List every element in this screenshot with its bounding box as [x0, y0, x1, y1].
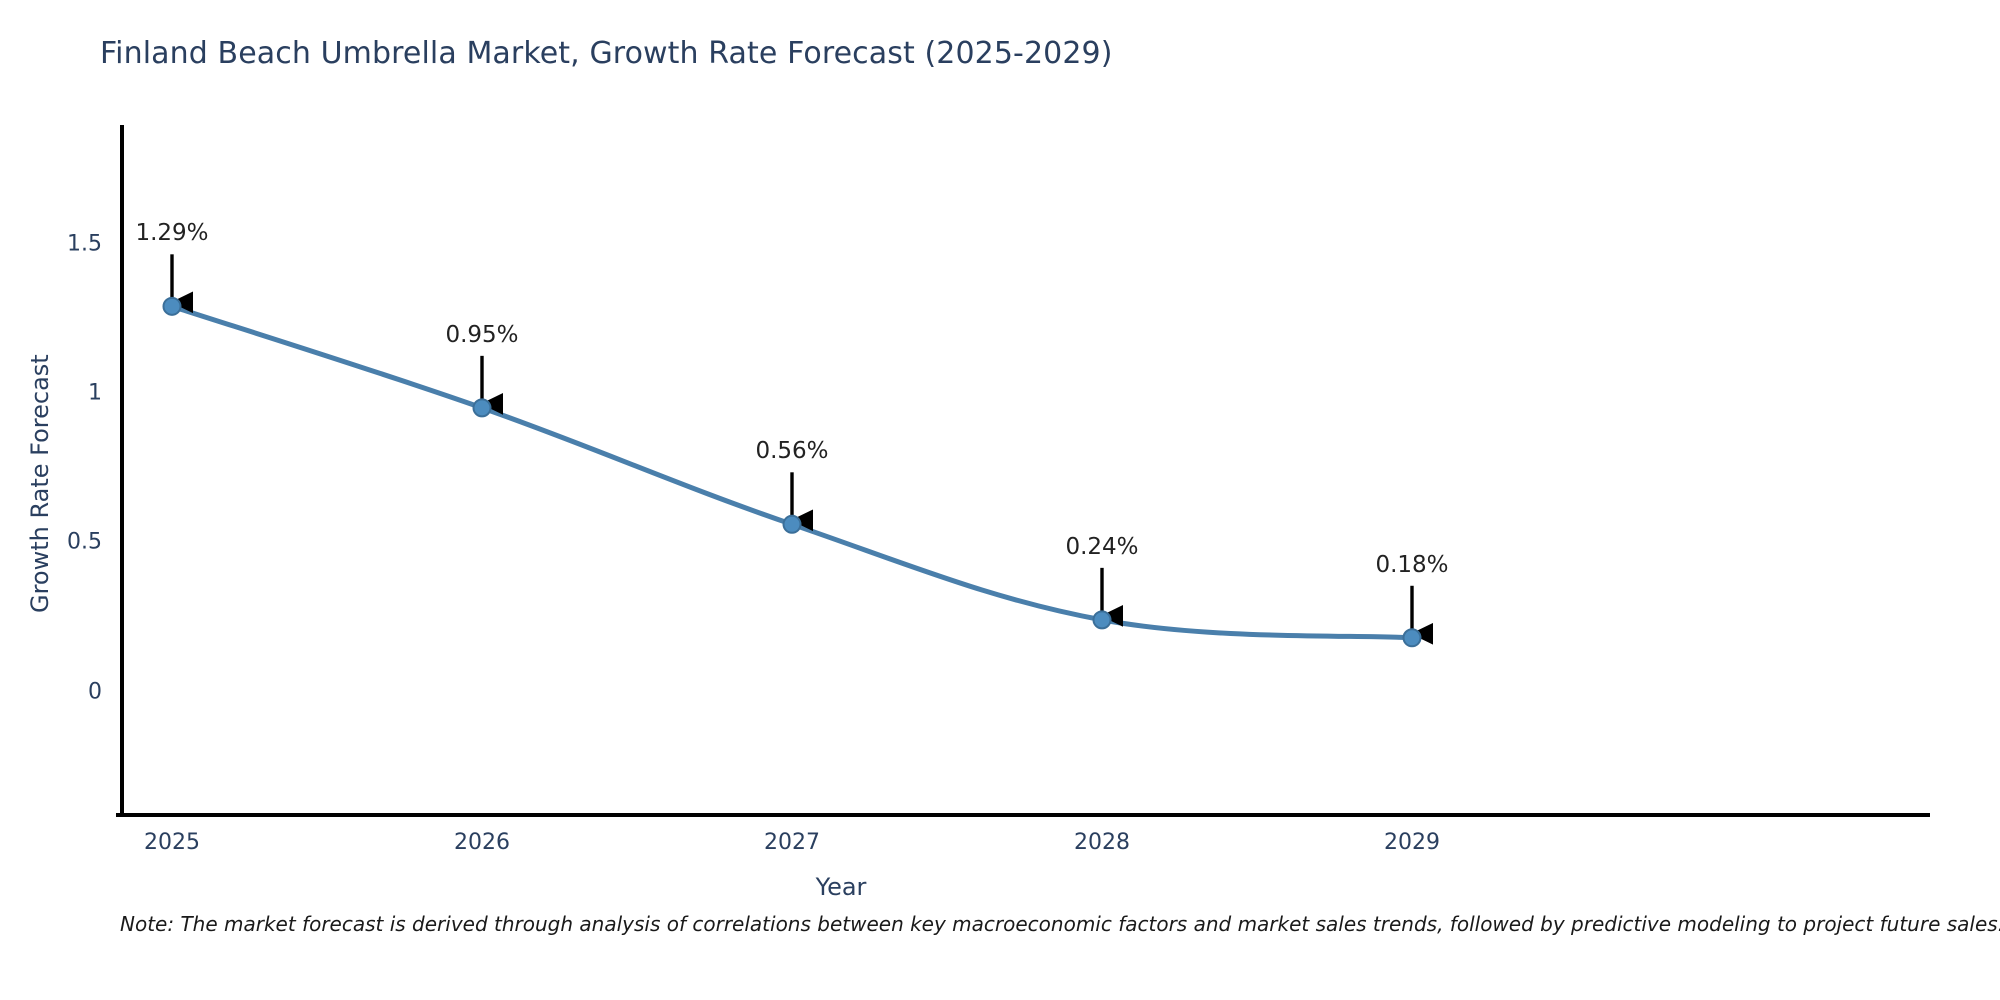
x-axis-title: Year: [815, 873, 867, 901]
y-tick-label: 0.5: [67, 529, 102, 555]
data-point-marker: [1092, 610, 1112, 630]
data-point-label: 0.56%: [755, 438, 829, 465]
data-point-label: 0.24%: [1065, 533, 1139, 560]
x-tick-label: 2028: [1074, 830, 1130, 855]
y-tick-label: 1.5: [67, 231, 102, 257]
chart-footnote: Note: The market forecast is derived thr…: [120, 912, 2000, 936]
y-tick-label: 1: [88, 380, 102, 406]
data-point-marker: [1402, 628, 1422, 648]
axis-lines: [116, 125, 1930, 817]
series-markers: [162, 296, 1422, 648]
y-tick-label: 0: [88, 679, 102, 705]
data-point-marker: [782, 514, 802, 534]
x-tick-label: 2029: [1384, 830, 1440, 855]
data-point-label: 1.29%: [135, 220, 209, 247]
chart-title: Finland Beach Umbrella Market, Growth Ra…: [100, 36, 1113, 71]
x-tick-label: 2025: [144, 830, 200, 855]
x-tick-label: 2027: [764, 830, 820, 855]
data-point-label: 0.18%: [1375, 551, 1449, 578]
series-line-growth-rate: [169, 303, 1415, 641]
x-tick-label: 2026: [454, 830, 510, 855]
data-point-marker: [472, 398, 492, 418]
data-point-marker: [162, 296, 182, 316]
data-point-label: 0.95%: [445, 321, 519, 348]
annotation-arrows: [170, 254, 1434, 645]
